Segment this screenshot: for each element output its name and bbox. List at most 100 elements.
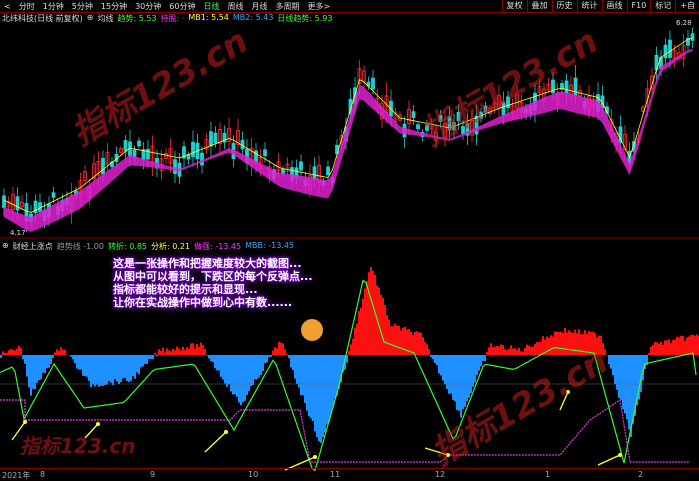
indicator-bar [620, 355, 622, 400]
indicator-bar [326, 355, 328, 424]
indicator-bar [226, 355, 228, 387]
indicator-bar [516, 350, 518, 355]
signal-arrow [425, 448, 448, 455]
indicator-bar [394, 324, 396, 355]
indicator-bar [332, 355, 334, 407]
indicator-bar [98, 355, 100, 387]
indicator-bar [450, 355, 452, 393]
indicator-bar [54, 352, 56, 355]
history-button[interactable]: 历史 [552, 0, 577, 12]
indicator-bar [192, 343, 194, 355]
indicator-bar [608, 355, 610, 364]
indicator-bar [266, 355, 268, 363]
indicator-bar [60, 347, 62, 355]
tab-period[interactable]: 30分钟 [135, 1, 161, 12]
draw-button[interactable]: 画线 [602, 0, 627, 12]
tab-period[interactable]: 多周期 [275, 1, 299, 12]
indicator-bar [648, 353, 650, 355]
candle [336, 145, 339, 154]
indicator-bar [230, 355, 232, 391]
indicator-bar [240, 355, 242, 405]
tab-period[interactable]: 15分钟 [101, 1, 127, 12]
indicator-bar [434, 355, 436, 363]
indicator-bar [264, 355, 266, 363]
indicator-bar [596, 337, 598, 355]
axis-label: 1 [545, 470, 550, 479]
indicator-bar [422, 337, 424, 355]
indicator-bar [276, 348, 278, 355]
indicator-bar [466, 355, 468, 401]
indicator-bar [674, 339, 676, 355]
indicator-bar [182, 347, 184, 355]
add-watch-button[interactable]: +自 [675, 0, 699, 12]
indicator-bar [574, 330, 576, 355]
indicator-bar [460, 355, 462, 418]
indicator-bar [74, 355, 76, 363]
mark-button[interactable]: 标记 [650, 0, 675, 12]
tab-period[interactable]: 分时 [19, 1, 35, 12]
tab-period[interactable]: 月线 [251, 1, 267, 12]
candle [138, 141, 141, 146]
indicator-bar [102, 355, 104, 386]
indicator-bar [528, 346, 530, 355]
indicator-bar [598, 336, 600, 355]
indicator-bar [420, 333, 422, 355]
indicator-bar [152, 355, 154, 359]
arrow-head [566, 390, 570, 394]
indicator-bar [592, 332, 594, 355]
indicator-bar [284, 349, 286, 355]
axis-label: 8 [40, 470, 45, 479]
axis-label: 2 [638, 470, 643, 479]
indicator-bar [300, 355, 302, 395]
stats-button[interactable]: 统计 [577, 0, 602, 12]
back-button[interactable]: < [4, 2, 11, 11]
indicator-bar [70, 355, 72, 357]
indicator-bar [234, 355, 236, 394]
indicator-bar [64, 350, 66, 355]
ma-label: 均线 [98, 13, 114, 24]
candle [502, 102, 505, 115]
indicator-bar [108, 355, 110, 381]
indicator-bar [156, 355, 158, 356]
indicator-bar [688, 336, 690, 355]
plus-circle-icon[interactable]: ⊕ [2, 241, 9, 252]
indicator-bar [538, 342, 540, 355]
tab-period[interactable]: 5分钟 [72, 1, 93, 12]
tab-period[interactable]: 周线 [227, 1, 243, 12]
indicator-bar [414, 332, 416, 355]
support-line [0, 400, 690, 462]
tab-period[interactable]: 1分钟 [43, 1, 64, 12]
tab-period[interactable]: 60分钟 [169, 1, 195, 12]
tab-more[interactable]: 更多> [307, 1, 330, 12]
indicator-bar [48, 355, 50, 368]
indicator-bar [198, 347, 200, 355]
indicator-bar [12, 350, 14, 355]
indicator-bar [500, 344, 502, 355]
indicator-bar [204, 349, 206, 355]
overlay-button[interactable]: 叠加 [527, 0, 552, 12]
daily-trend-value: 日线趋势: 5.93 [277, 13, 332, 24]
tab-daily[interactable]: 日线 [203, 1, 219, 12]
indicator-bar [548, 338, 550, 355]
indicator-bar [478, 355, 480, 371]
indicator-bar [186, 347, 188, 355]
mascot-icon [301, 319, 323, 341]
indicator-bar [144, 355, 146, 364]
indicator-bar [622, 355, 624, 409]
indicator-bar [576, 333, 578, 355]
indicator-bar [142, 355, 144, 366]
indicator-bar [22, 355, 24, 359]
candle [412, 112, 415, 118]
f10-button[interactable]: F10 [627, 0, 651, 12]
indicator-bar [424, 342, 426, 355]
plus-circle-icon[interactable]: ⊕ [87, 13, 94, 24]
candle [147, 149, 150, 159]
indicator-bar [92, 355, 94, 385]
adjust-button[interactable]: 复权 [502, 0, 527, 12]
indicator-bar [438, 355, 440, 374]
indicator-bar [468, 355, 470, 398]
indicator-bar [8, 350, 10, 355]
axis-label: 9 [150, 470, 155, 479]
arrow-head [313, 455, 317, 459]
